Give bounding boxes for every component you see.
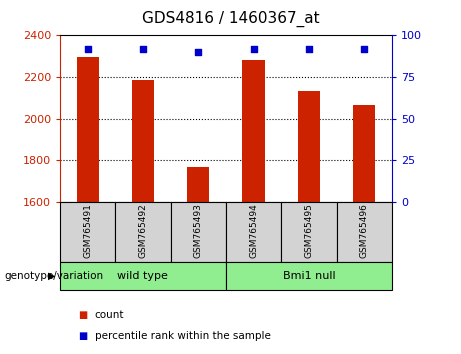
Text: GSM765492: GSM765492 <box>138 203 148 258</box>
FancyBboxPatch shape <box>337 202 392 262</box>
Text: GSM765493: GSM765493 <box>194 203 203 258</box>
Text: GSM765495: GSM765495 <box>304 203 313 258</box>
Bar <box>132 80 154 202</box>
Text: Bmi1 null: Bmi1 null <box>283 271 335 281</box>
Text: GDS4816 / 1460367_at: GDS4816 / 1460367_at <box>142 11 319 27</box>
Point <box>250 46 257 52</box>
Text: genotype/variation: genotype/variation <box>5 271 104 281</box>
Bar <box>187 167 209 202</box>
Text: GSM765496: GSM765496 <box>360 203 369 258</box>
FancyBboxPatch shape <box>171 202 226 262</box>
FancyBboxPatch shape <box>226 262 392 290</box>
Text: ▶: ▶ <box>48 271 55 281</box>
Point <box>195 49 202 55</box>
Bar <box>298 91 320 202</box>
FancyBboxPatch shape <box>60 262 226 290</box>
Text: GSM765494: GSM765494 <box>249 203 258 258</box>
Bar <box>353 105 375 202</box>
Text: GSM765491: GSM765491 <box>83 203 92 258</box>
Text: count: count <box>95 310 124 320</box>
Point <box>84 46 91 52</box>
FancyBboxPatch shape <box>226 202 281 262</box>
Text: ■: ■ <box>78 310 88 320</box>
Text: ■: ■ <box>78 331 88 341</box>
FancyBboxPatch shape <box>115 202 171 262</box>
FancyBboxPatch shape <box>60 202 115 262</box>
Point <box>305 46 313 52</box>
Text: percentile rank within the sample: percentile rank within the sample <box>95 331 271 341</box>
Bar <box>242 60 265 202</box>
FancyBboxPatch shape <box>281 202 337 262</box>
Point <box>361 46 368 52</box>
Bar <box>77 57 99 202</box>
Text: wild type: wild type <box>118 271 168 281</box>
Point <box>139 46 147 52</box>
